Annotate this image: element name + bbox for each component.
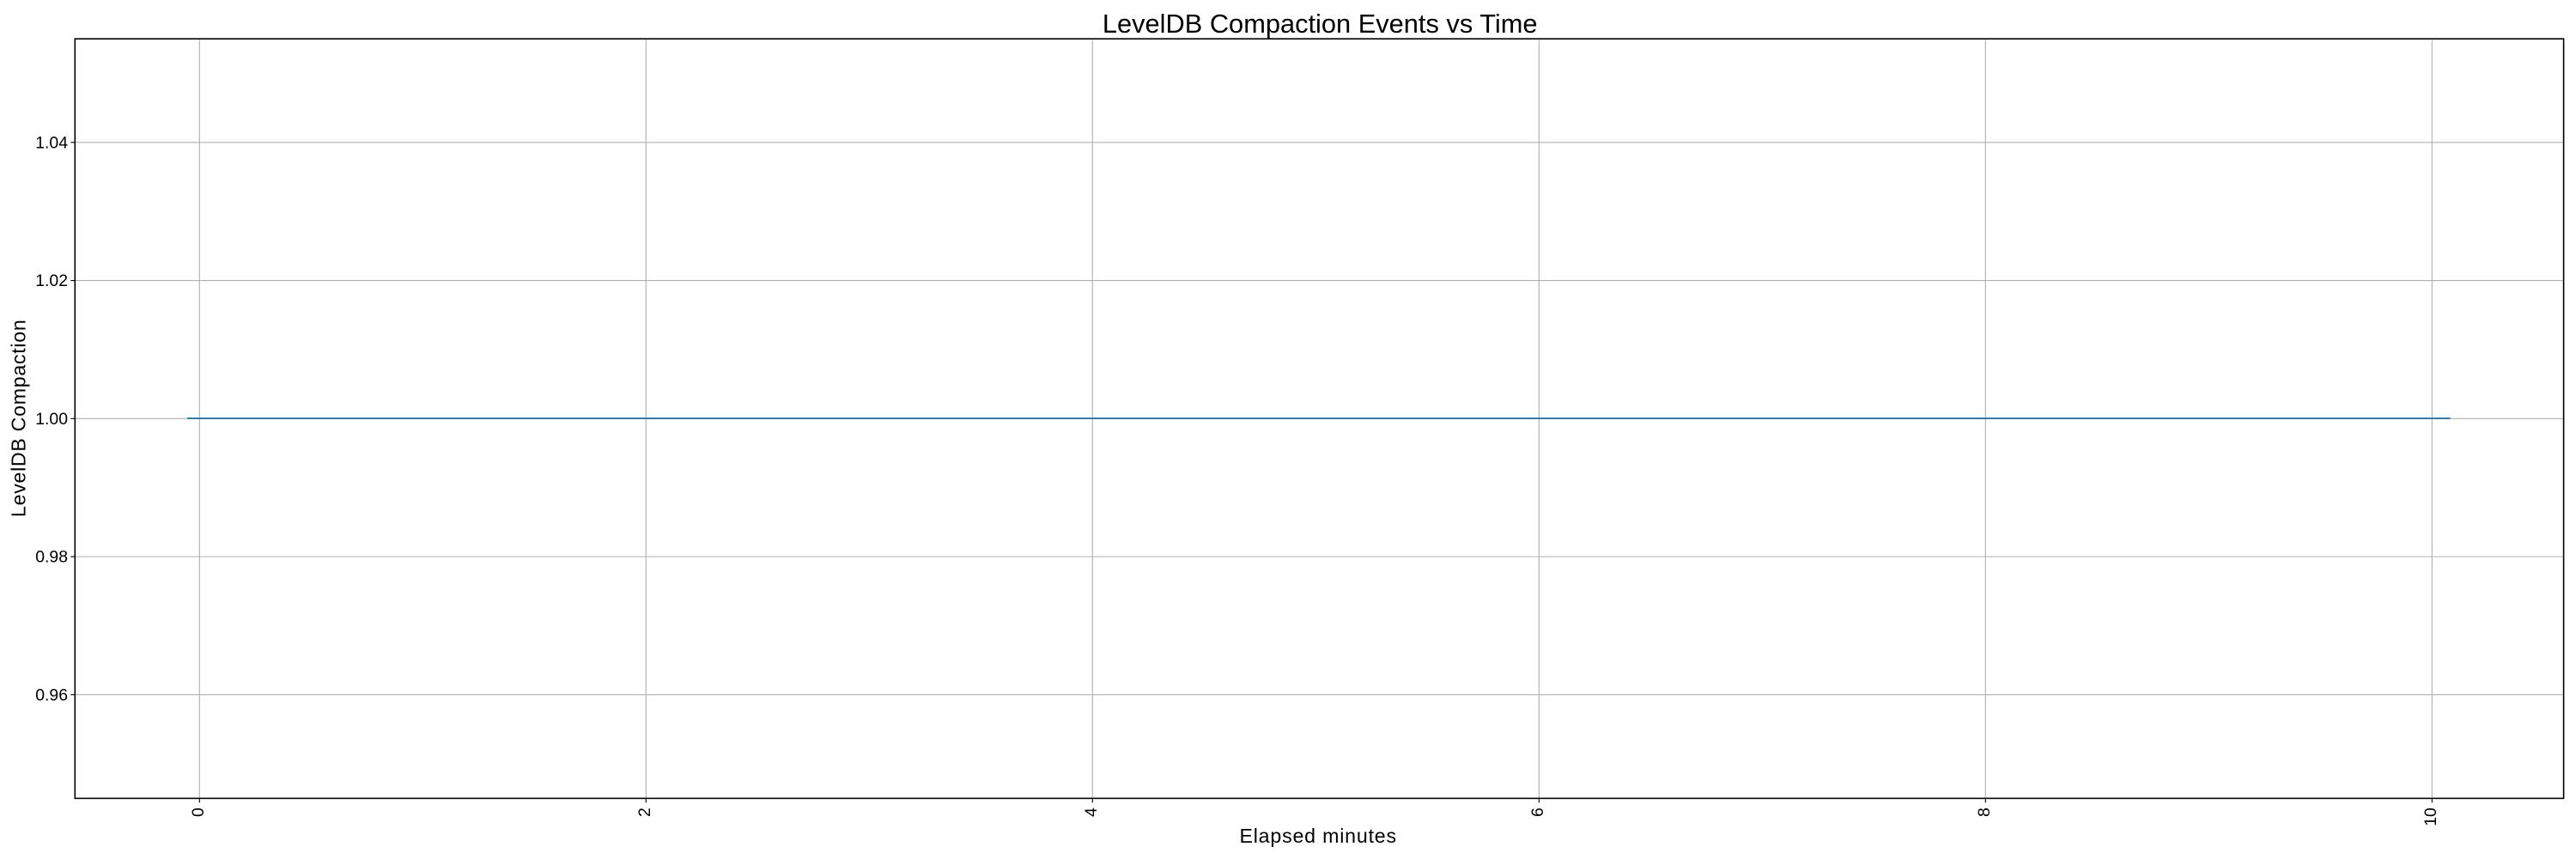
svg-text:1.00: 1.00 xyxy=(35,410,68,429)
svg-text:10: 10 xyxy=(2421,807,2440,826)
svg-text:2: 2 xyxy=(635,807,654,817)
svg-text:0: 0 xyxy=(189,807,208,817)
svg-text:6: 6 xyxy=(1528,807,1547,817)
svg-text:0.98: 0.98 xyxy=(35,548,68,567)
svg-text:1.02: 1.02 xyxy=(35,271,68,290)
svg-text:1.04: 1.04 xyxy=(35,133,68,152)
svg-text:0.96: 0.96 xyxy=(35,685,68,704)
svg-text:8: 8 xyxy=(1975,807,1994,817)
svg-text:Elapsed minutes: Elapsed minutes xyxy=(1239,825,1396,847)
svg-text:LevelDB Compaction: LevelDB Compaction xyxy=(8,320,30,517)
svg-text:LevelDB Compaction Events vs T: LevelDB Compaction Events vs Time xyxy=(1103,9,1538,39)
svg-text:4: 4 xyxy=(1082,807,1101,817)
